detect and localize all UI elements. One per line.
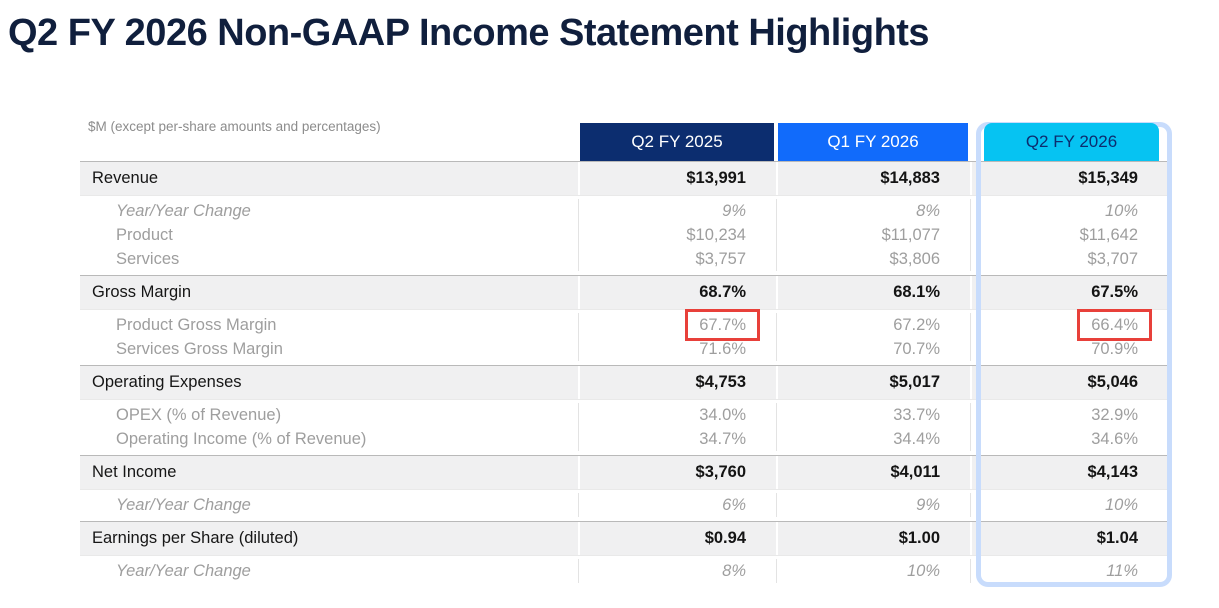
cell-value: 32.9%	[1091, 406, 1138, 424]
table-row-eps: Earnings per Share (diluted) $0.94 $1.00…	[80, 521, 1168, 556]
cell-value: $0.94	[578, 522, 776, 555]
cell-value: 34.0%	[699, 406, 746, 424]
income-statement-table: $M (except per-share amounts and percent…	[80, 112, 1172, 587]
cell-value: $1.00	[776, 522, 970, 555]
column-header-q2-fy-2025: Q2 FY 2025	[580, 123, 774, 161]
row-label: Net Income	[92, 463, 177, 481]
row-label: Product Gross Margin	[116, 316, 277, 334]
row-label: OPEX (% of Revenue)	[116, 406, 282, 424]
slide: Q2 FY 2026 Non-GAAP Income Statement Hig…	[0, 8, 1219, 608]
row-label: Operating Income (% of Revenue)	[116, 430, 367, 448]
table-subrows-opex-detail: OPEX (% of Revenue) Operating Income (% …	[80, 400, 1168, 455]
cell-value: 10%	[1104, 202, 1138, 220]
cell-value: $3,806	[889, 250, 940, 268]
cell-value: $3,757	[695, 250, 746, 268]
units-note: $M (except per-share amounts and percent…	[88, 119, 381, 134]
table-header-row: $M (except per-share amounts and percent…	[80, 112, 1168, 161]
table-subrows-eps-detail: Year/Year Change 8% 10% 11%	[80, 556, 1168, 587]
table-row-operating-expenses: Operating Expenses $4,753 $5,017 $5,046	[80, 365, 1168, 400]
cell-value: $11,077	[881, 226, 940, 244]
cell-value: $15,349	[970, 162, 1168, 195]
cell-value: 34.7%	[699, 430, 746, 448]
cell-value: $14,883	[776, 162, 970, 195]
red-annotation-box: 66.4%	[1077, 309, 1152, 341]
row-label: Earnings per Share (diluted)	[92, 529, 299, 547]
cell-value: 34.6%	[1091, 430, 1138, 448]
row-label: Year/Year Change	[116, 496, 251, 514]
row-label: Services Gross Margin	[116, 340, 283, 358]
cell-value: 10%	[1104, 496, 1138, 514]
table-subrows-revenue-detail: Year/Year Change Product Services 9% $10…	[80, 196, 1168, 275]
row-label: Year/Year Change	[116, 562, 251, 580]
cell-value: 10%	[906, 562, 940, 580]
row-label: Product	[116, 226, 173, 244]
cell-value: 70.7%	[893, 340, 940, 358]
cell-value: 70.9%	[1091, 340, 1138, 358]
cell-value: $11,642	[1079, 226, 1138, 244]
row-label: Gross Margin	[92, 283, 192, 301]
table-subrows-gross-margin-detail: Product Gross Margin Services Gross Marg…	[80, 309, 1168, 365]
column-header-q2-fy-2026: Q2 FY 2026	[984, 123, 1159, 161]
column-header-q1-fy-2026: Q1 FY 2026	[778, 123, 968, 161]
cell-value: $3,760	[578, 456, 776, 489]
cell-value: 68.1%	[776, 276, 970, 309]
table-subrows-net-income-detail: Year/Year Change 6% 9% 10%	[80, 490, 1168, 521]
cell-value: $13,991	[578, 162, 776, 195]
cell-value: 67.5%	[970, 276, 1168, 309]
cell-value: $4,753	[578, 366, 776, 399]
cell-value: $3,707	[1087, 250, 1138, 268]
cell-value: 8%	[722, 562, 746, 580]
cell-value: 9%	[722, 202, 746, 220]
row-label: Revenue	[92, 169, 159, 187]
row-label: Year/Year Change	[116, 202, 251, 220]
cell-value: $4,143	[970, 456, 1168, 489]
cell-value: 11%	[1106, 562, 1138, 580]
cell-value: $1.04	[970, 522, 1168, 555]
cell-value: 34.4%	[893, 430, 940, 448]
cell-value: 33.7%	[893, 406, 940, 424]
row-label: Operating Expenses	[92, 373, 242, 391]
cell-value: 71.6%	[699, 340, 746, 358]
table-row-revenue: Revenue $13,991 $14,883 $15,349	[80, 161, 1168, 196]
cell-value: 8%	[916, 202, 940, 220]
row-label: Services	[116, 250, 180, 268]
cell-value: $4,011	[776, 456, 970, 489]
cell-value: 68.7%	[578, 276, 776, 309]
cell-value: $10,234	[686, 226, 746, 244]
cell-value: $5,046	[970, 366, 1168, 399]
table-row-net-income: Net Income $3,760 $4,011 $4,143	[80, 455, 1168, 490]
cell-value: 6%	[722, 496, 746, 514]
cell-value: 9%	[916, 496, 940, 514]
slide-title: Q2 FY 2026 Non-GAAP Income Statement Hig…	[8, 12, 930, 54]
red-annotation-box: 67.7%	[685, 309, 760, 341]
table-row-gross-margin: Gross Margin 68.7% 68.1% 67.5%	[80, 275, 1168, 310]
cell-value: $5,017	[776, 366, 970, 399]
cell-value: 67.2%	[893, 316, 940, 334]
